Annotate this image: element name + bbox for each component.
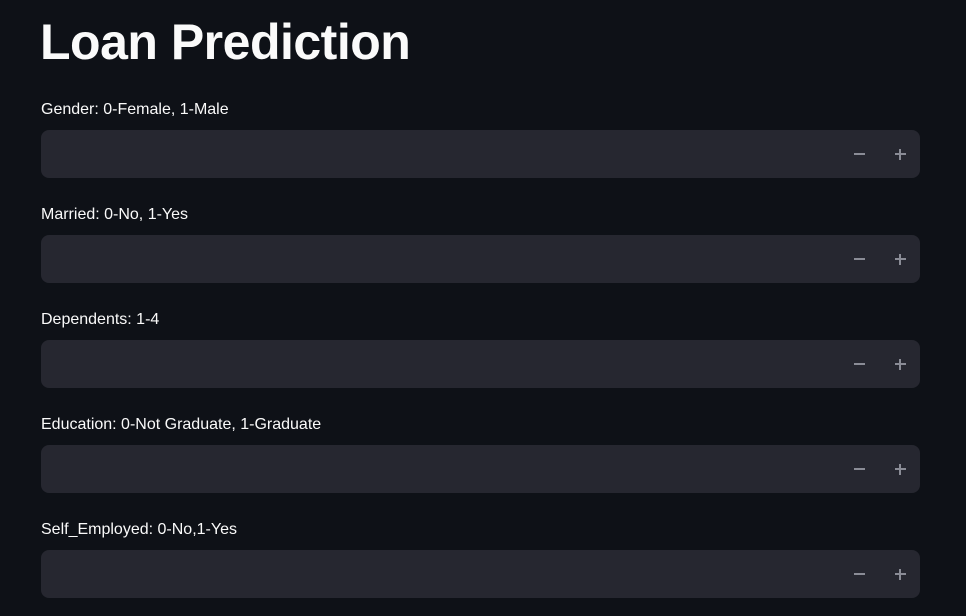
plus-icon xyxy=(894,463,906,475)
self-employed-label: Self_Employed: 0-No,1-Yes xyxy=(41,521,237,538)
gender-field-group: Gender: 0-Female, 1-Male xyxy=(41,100,920,178)
married-label: Married: 0-No, 1-Yes xyxy=(41,206,189,223)
self-employed-field-group: Self_Employed: 0-No,1-Yes xyxy=(41,520,920,598)
self-employed-input[interactable] xyxy=(41,550,831,598)
self-employed-number-input xyxy=(41,550,920,598)
minus-icon xyxy=(853,153,865,155)
education-decrement-button[interactable] xyxy=(839,445,879,493)
dependents-increment-button[interactable] xyxy=(880,340,920,388)
minus-icon xyxy=(853,468,865,470)
married-number-input xyxy=(41,235,920,283)
dependents-label: Dependents: 1-4 xyxy=(41,311,160,328)
minus-icon xyxy=(853,258,865,260)
gender-number-input xyxy=(41,130,920,178)
married-input[interactable] xyxy=(41,235,831,283)
self-employed-decrement-button[interactable] xyxy=(839,550,879,598)
education-field-group: Education: 0-Not Graduate, 1-Graduate xyxy=(41,415,920,493)
education-number-input xyxy=(41,445,920,493)
plus-icon xyxy=(894,568,906,580)
plus-icon xyxy=(894,253,906,265)
plus-icon xyxy=(894,148,906,160)
minus-icon xyxy=(853,573,865,575)
married-decrement-button[interactable] xyxy=(839,235,879,283)
dependents-decrement-button[interactable] xyxy=(839,340,879,388)
page-title: Loan Prediction xyxy=(40,14,411,70)
married-field-group: Married: 0-No, 1-Yes xyxy=(41,205,920,283)
gender-decrement-button[interactable] xyxy=(839,130,879,178)
minus-icon xyxy=(853,363,865,365)
education-increment-button[interactable] xyxy=(880,445,920,493)
gender-label: Gender: 0-Female, 1-Male xyxy=(41,101,229,118)
plus-icon xyxy=(894,358,906,370)
dependents-number-input xyxy=(41,340,920,388)
dependents-input[interactable] xyxy=(41,340,831,388)
education-label: Education: 0-Not Graduate, 1-Graduate xyxy=(41,416,322,433)
gender-increment-button[interactable] xyxy=(880,130,920,178)
married-increment-button[interactable] xyxy=(880,235,920,283)
dependents-field-group: Dependents: 1-4 xyxy=(41,310,920,388)
self-employed-increment-button[interactable] xyxy=(880,550,920,598)
education-input[interactable] xyxy=(41,445,831,493)
gender-input[interactable] xyxy=(41,130,831,178)
